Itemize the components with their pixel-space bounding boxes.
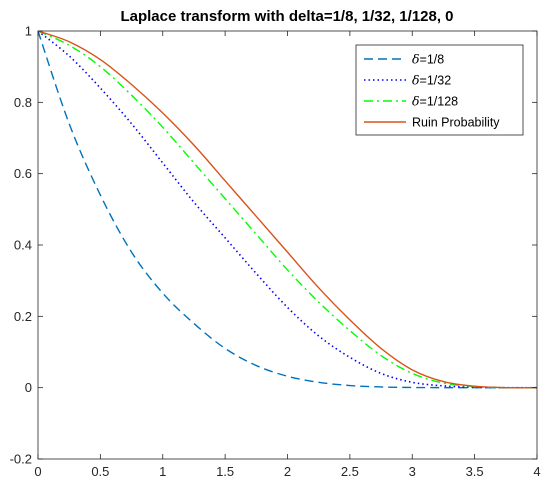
series-line-0: [38, 31, 537, 389]
legend-label-text: =1/8: [420, 53, 445, 67]
x-tick-label: 1: [159, 464, 166, 479]
x-tick-label: 2.5: [341, 464, 359, 479]
x-tick-label: 0: [34, 464, 41, 479]
series-layer: [38, 31, 537, 389]
y-tick-label: 0.6: [14, 166, 32, 181]
legend-label-2: δ=1/128: [412, 94, 458, 109]
axes-layer: 0 0.5 1 1.5 2 2.5 3 3.5 4-0.200.20.40.60.81: [10, 24, 541, 480]
legend-label-1: δ=1/32: [412, 73, 451, 88]
legend-delta-symbol: δ: [412, 52, 420, 67]
y-tick-label: 0.2: [14, 309, 32, 324]
y-tick-label: 0.8: [14, 95, 32, 110]
legend-label-0: δ=1/8: [412, 52, 444, 67]
x-tick-label: 3.5: [466, 464, 484, 479]
y-tick-label: 1: [25, 24, 32, 39]
series-line-2: [38, 31, 537, 389]
series-line-1: [38, 31, 537, 389]
legend-label-text: =1/128: [420, 95, 459, 109]
legend-label-text: Ruin Probability: [412, 116, 500, 130]
series-line-3: [38, 31, 537, 389]
x-tick-label: 2: [284, 464, 291, 479]
legend-delta-symbol: δ: [412, 73, 420, 88]
legend-box: [355, 44, 524, 136]
y-tick-label: 0: [25, 380, 32, 395]
x-tick-label: 3: [409, 464, 416, 479]
x-tick-label: 0.5: [91, 464, 109, 479]
y-tick-label: 0.4: [14, 238, 32, 253]
y-tick-label: -0.2: [10, 452, 32, 467]
legend-label-3: Ruin Probability: [412, 116, 500, 130]
legend-label-text: =1/32: [420, 74, 452, 88]
x-tick-label: 1.5: [216, 464, 234, 479]
chart-title: Laplace transform with delta=1/8, 1/32, …: [120, 8, 453, 25]
legend-delta-symbol: δ: [412, 94, 420, 109]
x-tick-label: 4: [533, 464, 540, 479]
